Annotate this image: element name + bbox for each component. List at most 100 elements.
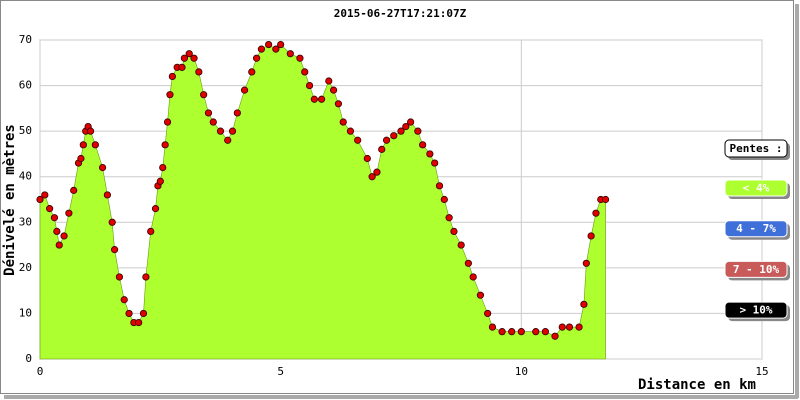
elevation-point: [53, 227, 61, 235]
elevation-point: [575, 323, 583, 331]
elevation-point: [517, 328, 525, 336]
elevation-point: [166, 91, 174, 99]
legend-title-box: [724, 139, 788, 158]
elevation-point: [224, 136, 232, 144]
x-tick-label: 5: [277, 365, 284, 378]
y-tick-label: 20: [19, 261, 32, 274]
y-tick-label: 10: [19, 306, 32, 319]
elevation-point: [402, 122, 410, 131]
elevation-point: [91, 141, 99, 149]
chart-title: 2015-06-27T17:21:07Z: [334, 7, 467, 20]
elevation-point: [77, 154, 85, 163]
elevation-point: [151, 205, 160, 213]
elevation-point: [135, 318, 143, 327]
elevation-point: [103, 191, 111, 199]
elevation-point: [419, 141, 427, 149]
legend-label: > 10%: [739, 304, 772, 317]
x-tick-label: 10: [515, 365, 528, 378]
elevation-point: [382, 136, 391, 144]
elevation-point: [120, 296, 128, 304]
elevation-point: [209, 118, 217, 126]
elevation-point: [108, 218, 116, 226]
elevation-point: [272, 45, 280, 53]
elevation-point: [46, 205, 54, 213]
elevation-point: [98, 164, 107, 172]
y-tick-label: 0: [25, 352, 32, 365]
frame-shadow: [795, 4, 799, 398]
elevation-point: [301, 68, 309, 76]
elevation-point: [195, 68, 203, 76]
elevation-point: [346, 127, 355, 135]
elevation-point: [551, 332, 559, 340]
elevation-point: [587, 232, 595, 240]
elevation-point: [60, 232, 68, 240]
elevation-point: [330, 86, 338, 94]
elevation-point: [159, 164, 167, 172]
elevation-point: [253, 54, 261, 62]
elevation-point: [378, 145, 386, 153]
elevation-point: [565, 323, 574, 331]
elevation-point: [233, 109, 241, 117]
elevation-point: [79, 141, 87, 149]
elevation-point: [216, 127, 225, 135]
elevation-point: [111, 246, 119, 254]
elevation-point: [476, 291, 485, 299]
elevation-point: [55, 241, 63, 249]
elevation-point: [185, 50, 193, 58]
elevation-point: [373, 168, 381, 176]
x-tick-label: 0: [37, 365, 44, 378]
elevation-point: [368, 173, 376, 181]
elevation-point: [248, 68, 256, 76]
elevation-point: [86, 127, 95, 135]
elevation-point: [296, 54, 304, 62]
elevation-point: [484, 309, 492, 318]
elevation-point: [70, 186, 78, 194]
elevation-point: [163, 118, 172, 126]
elevation-point: [325, 77, 333, 85]
elevation-point: [178, 63, 186, 71]
x-tick-label: 15: [755, 365, 768, 378]
legend-label: < 4%: [743, 182, 770, 195]
elevation-point: [156, 177, 164, 185]
elevation-point: [580, 300, 588, 308]
elevation-point: [41, 191, 49, 199]
elevation-point: [305, 81, 314, 90]
elevation-point: [168, 72, 176, 81]
y-tick-label: 40: [19, 170, 32, 183]
elevation-point: [457, 241, 465, 249]
elevation-point: [435, 182, 444, 190]
elevation-point: [139, 309, 148, 318]
elevation-point: [426, 150, 434, 158]
legend-swatch: [724, 301, 788, 319]
elevation-point: [450, 227, 458, 235]
legend-title: Pentes :: [730, 142, 783, 155]
x-axis-label: Distance en km: [638, 377, 756, 393]
elevation-point: [354, 136, 362, 144]
frame-shadow: [4, 395, 798, 399]
elevation-point: [363, 154, 371, 163]
elevation-point: [180, 54, 188, 62]
legend-swatch: [724, 179, 788, 197]
elevation-point: [317, 95, 326, 103]
elevation-point: [541, 328, 550, 336]
elevation-point: [498, 328, 506, 336]
elevation-point: [334, 100, 343, 108]
elevation-point: [407, 118, 415, 126]
elevation-point: [200, 91, 208, 99]
elevation-point: [469, 273, 477, 281]
elevation-point: [257, 45, 266, 53]
elevation-point: [508, 328, 516, 336]
elevation-point: [286, 50, 294, 58]
elevation-point: [592, 209, 600, 217]
y-tick-label: 30: [19, 215, 32, 228]
legend-label: 4 - 7%: [736, 222, 776, 235]
elevation-point: [36, 195, 44, 204]
elevation-point: [161, 141, 169, 149]
elevation-point: [440, 195, 448, 204]
legend-swatch: [724, 260, 788, 278]
elevation-point: [240, 86, 249, 94]
elevation-point: [115, 273, 124, 281]
elevation-point: [601, 195, 610, 204]
elevation-point: [445, 214, 453, 222]
